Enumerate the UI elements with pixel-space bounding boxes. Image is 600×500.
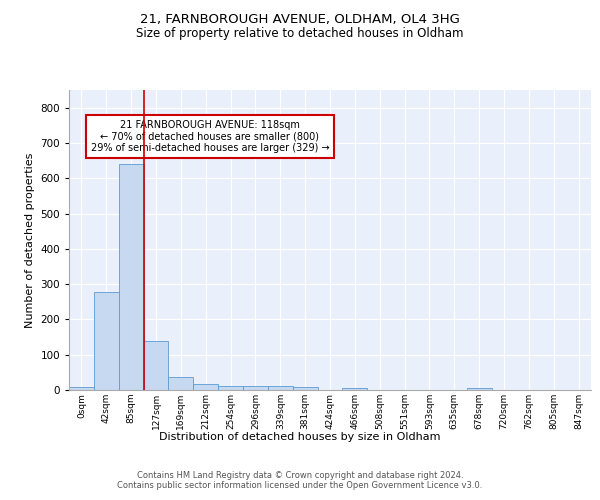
Bar: [143, 340, 169, 390]
Bar: [293, 387, 317, 390]
Text: 21 FARNBOROUGH AVENUE: 118sqm
← 70% of detached houses are smaller (800)
29% of : 21 FARNBOROUGH AVENUE: 118sqm ← 70% of d…: [91, 120, 329, 153]
Y-axis label: Number of detached properties: Number of detached properties: [25, 152, 35, 328]
Bar: [94, 292, 119, 390]
Bar: [169, 377, 193, 390]
Bar: [69, 387, 94, 390]
Bar: [268, 386, 293, 390]
Bar: [343, 388, 367, 390]
Text: Distribution of detached houses by size in Oldham: Distribution of detached houses by size …: [159, 432, 441, 442]
Text: 21, FARNBOROUGH AVENUE, OLDHAM, OL4 3HG: 21, FARNBOROUGH AVENUE, OLDHAM, OL4 3HG: [140, 12, 460, 26]
Text: Size of property relative to detached houses in Oldham: Size of property relative to detached ho…: [136, 28, 464, 40]
Bar: [119, 164, 143, 390]
Text: Contains HM Land Registry data © Crown copyright and database right 2024.
Contai: Contains HM Land Registry data © Crown c…: [118, 470, 482, 490]
Bar: [243, 386, 268, 390]
Bar: [193, 384, 218, 390]
Bar: [467, 388, 491, 390]
Bar: [218, 386, 243, 390]
